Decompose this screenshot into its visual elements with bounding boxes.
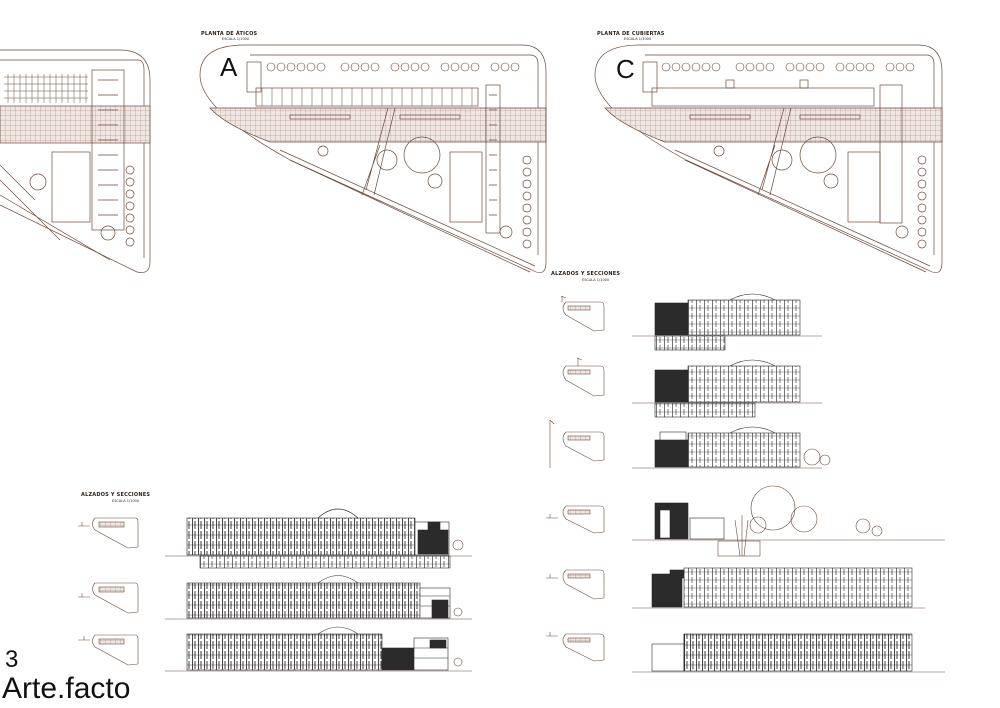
key-plan-right-3: [562, 431, 605, 462]
brand-logo-text: Arte.facto: [2, 672, 131, 705]
key-plan-right-6: [562, 633, 605, 662]
sections-left-title: ALZADOS Y SECCIONES: [81, 492, 151, 498]
plan-c-title: PLANTA DE CUBIERTAS: [597, 31, 665, 37]
plan-a-scale: ESCALA 1/1000: [222, 37, 250, 41]
key-plan-right-1: [562, 301, 605, 332]
key-plan-left-3: [78, 634, 139, 666]
plan-c-scale: ESCALA 1/1000: [624, 37, 652, 41]
elevation-right-5: [632, 567, 925, 609]
sections-right-scale: ESCALA 1/1000: [582, 278, 610, 282]
plan-a-letter: A: [220, 52, 238, 82]
plan-drawing-a: [199, 44, 547, 273]
elevation-right-1: [632, 293, 822, 351]
elevation-left-1: [165, 508, 472, 569]
plan-drawing-1: [0, 49, 151, 273]
key-plan-right-5: [562, 569, 605, 600]
key-plan-left-1: [78, 517, 139, 549]
elevations-right: [546, 293, 945, 673]
plan-c-letter: C: [616, 54, 635, 84]
elevation-right-2: [632, 359, 822, 418]
elevation-right-6: [632, 633, 945, 673]
plan-a-title: PLANTA DE ÁTICOS: [201, 31, 258, 37]
elevation-left-3: [165, 626, 472, 672]
key-plan-left-2: [78, 582, 139, 614]
elevation-left-2: [165, 575, 472, 620]
elevations-left: [78, 508, 472, 672]
sections-right-title: ALZADOS Y SECCIONES: [551, 271, 621, 277]
sheet-number: 3: [5, 646, 19, 673]
plan-drawing-c: [594, 44, 943, 273]
elevation-right-4: [632, 485, 945, 557]
key-plan-right-4: [562, 505, 605, 534]
elevation-right-3: [632, 426, 831, 469]
sections-left-scale: ESCALA 1/1000: [112, 499, 140, 503]
key-plan-right-2: [562, 365, 605, 397]
